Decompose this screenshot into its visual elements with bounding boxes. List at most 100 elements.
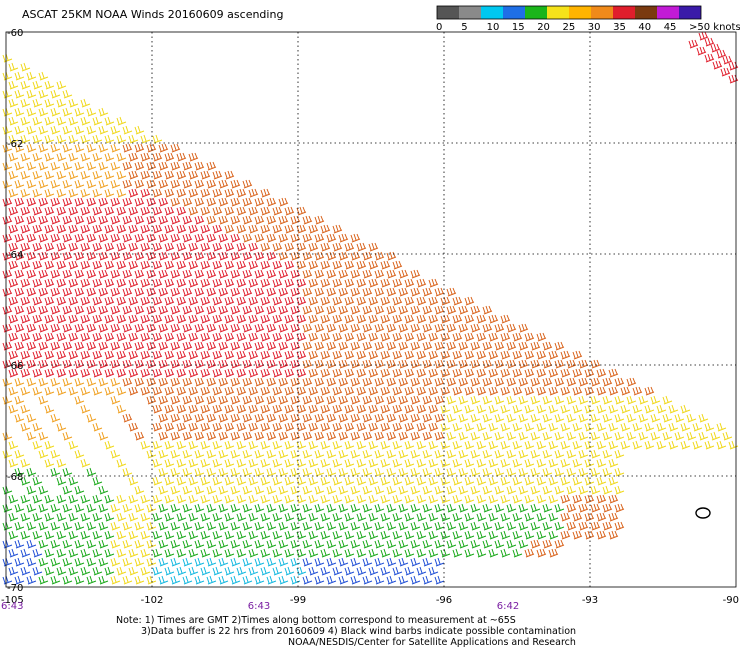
wind-barb <box>32 548 43 558</box>
wind-barb <box>266 305 277 315</box>
wind-barb <box>650 395 661 405</box>
wind-barb <box>194 269 205 279</box>
wind-barb <box>266 395 277 405</box>
wind-barb <box>248 404 259 414</box>
wind-barb <box>500 512 511 522</box>
wind-barb <box>8 314 19 324</box>
wind-barb <box>80 350 91 360</box>
wind-barb <box>326 467 337 477</box>
wind-barb <box>452 386 463 396</box>
wind-barb <box>368 494 379 504</box>
wind-barb <box>308 566 319 576</box>
wind-barb <box>152 296 163 306</box>
wind-barb <box>224 242 235 252</box>
wind-barb <box>74 215 85 225</box>
wind-barb <box>140 242 151 252</box>
wind-barb <box>176 242 187 252</box>
wind-barb <box>188 548 199 558</box>
wind-barb <box>278 341 289 351</box>
wind-barb <box>56 188 67 198</box>
wind-barb <box>92 476 103 486</box>
wind-barb <box>344 476 355 486</box>
wind-barb <box>32 242 43 252</box>
wind-barb <box>290 395 301 405</box>
wind-barb <box>284 260 295 270</box>
wind-barb <box>446 377 457 387</box>
wind-barb <box>110 305 121 315</box>
wind-barb <box>170 269 181 279</box>
wind-barb <box>176 494 187 504</box>
wind-barb <box>62 107 73 117</box>
wind-barb <box>296 512 307 522</box>
wind-barb <box>152 440 163 450</box>
wind-barb <box>254 233 265 243</box>
wind-barb <box>44 404 55 414</box>
wind-barb <box>182 413 193 423</box>
wind-barb <box>212 332 223 342</box>
wind-barb <box>398 395 409 405</box>
wind-barb <box>182 575 193 585</box>
wind-barb <box>224 422 235 432</box>
wind-barb <box>398 359 409 369</box>
wind-barb <box>152 530 163 540</box>
wind-barb <box>14 503 25 513</box>
wind-barb <box>488 368 499 378</box>
wind-barb <box>98 377 109 387</box>
wind-barb <box>632 386 643 396</box>
wind-barb <box>68 260 79 270</box>
wind-barb <box>158 287 169 297</box>
wind-barb <box>212 422 223 432</box>
wind-barb <box>134 503 145 513</box>
wind-barb <box>266 233 277 243</box>
wind-barb <box>80 116 91 126</box>
legend-label: 5 <box>461 22 467 33</box>
wind-barb <box>56 566 67 576</box>
wind-barb <box>92 512 103 522</box>
wind-barb <box>14 521 25 531</box>
wind-barb <box>182 197 193 207</box>
wind-barb <box>182 287 193 297</box>
wind-barb <box>566 413 577 423</box>
wind-barb <box>68 134 79 144</box>
wind-barb <box>344 314 355 324</box>
wind-barb <box>290 305 301 315</box>
wind-barb <box>218 197 229 207</box>
wind-barb <box>374 575 385 585</box>
wind-barb <box>50 413 61 423</box>
wind-barb <box>506 521 517 531</box>
wind-barb <box>74 197 85 207</box>
wind-barb <box>230 449 241 459</box>
wind-barb <box>344 242 355 252</box>
footer-credit: NOAA/NESDIS/Center for Satellite Applica… <box>288 637 576 648</box>
wind-barb <box>716 422 727 432</box>
wind-barb <box>110 323 121 333</box>
wind-barb <box>122 269 133 279</box>
wind-barb <box>326 359 337 369</box>
wind-barb <box>104 260 115 270</box>
wind-barb <box>26 359 37 369</box>
wind-barb <box>410 341 421 351</box>
wind-barb <box>2 89 13 99</box>
wind-barb <box>506 341 517 351</box>
wind-barb <box>284 440 295 450</box>
wind-barb <box>362 377 373 387</box>
wind-barb <box>404 332 415 342</box>
wind-barb <box>122 539 133 549</box>
wind-barb <box>452 296 463 306</box>
wind-barb <box>68 278 79 288</box>
wind-barb <box>302 521 313 531</box>
wind-barb <box>206 215 217 225</box>
wind-barb <box>572 458 583 468</box>
wind-barb <box>20 188 31 198</box>
wind-barb <box>230 269 241 279</box>
wind-barb <box>122 521 133 531</box>
wind-barb <box>314 305 325 315</box>
wind-barb <box>404 368 415 378</box>
wind-barb <box>140 188 151 198</box>
wind-barb <box>506 467 517 477</box>
wind-barb <box>296 296 307 306</box>
wind-barb <box>608 458 619 468</box>
wind-barb <box>56 494 67 504</box>
wind-barb <box>308 440 319 450</box>
wind-barb <box>224 260 235 270</box>
